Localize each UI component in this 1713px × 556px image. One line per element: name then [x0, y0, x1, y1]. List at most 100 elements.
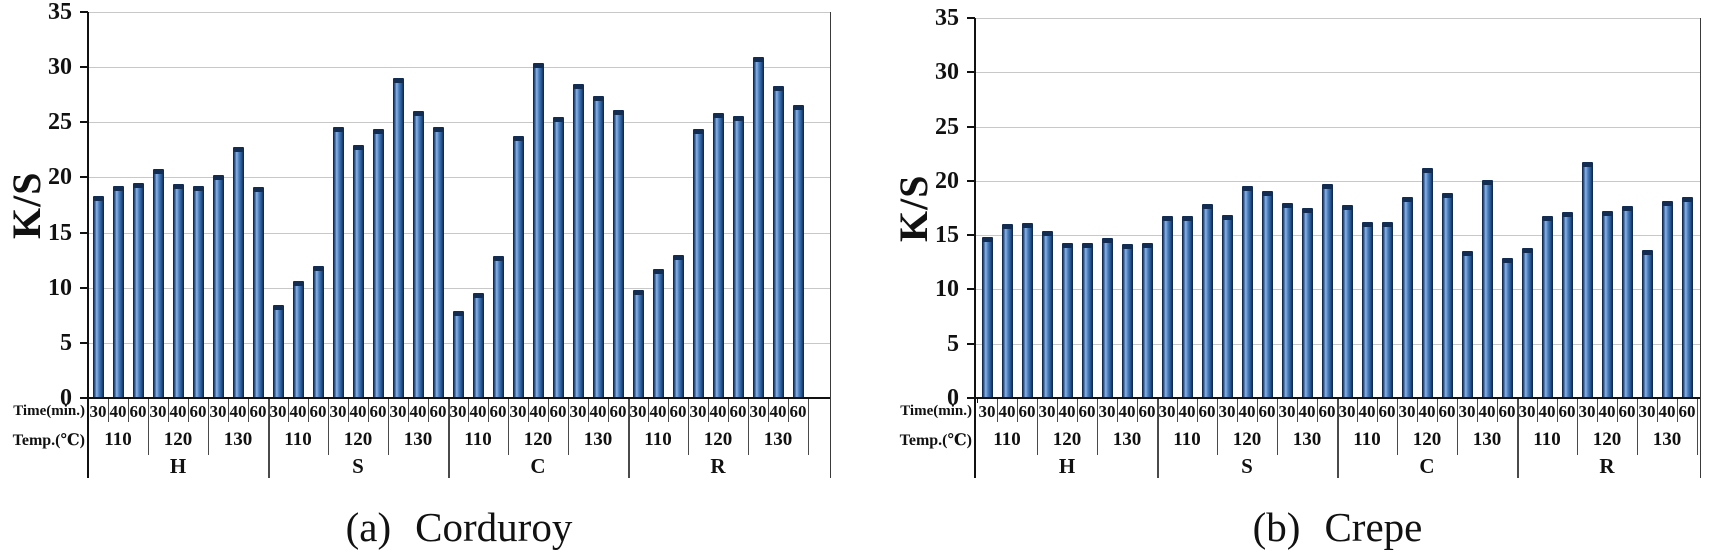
time-cell: 60 [1678, 401, 1696, 421]
caption-text: Corduroy [415, 504, 573, 550]
time-cell: 30 [389, 401, 407, 421]
bar-C-130-30 [1461, 251, 1473, 398]
time-separator [1057, 399, 1058, 422]
y-tick-25 [967, 125, 975, 128]
time-cell: 60 [1498, 401, 1516, 421]
bar-top-cap [172, 184, 184, 190]
gridline-5 [975, 343, 1700, 345]
temp-cell: 120 [1232, 429, 1262, 450]
bar-R-130-30 [1641, 250, 1653, 398]
time-separator [788, 399, 789, 422]
x-axis-tick [977, 399, 978, 403]
time-separator [1257, 399, 1258, 422]
time-cell: 60 [1618, 401, 1636, 421]
time-cell: 40 [1418, 401, 1436, 421]
time-separator [408, 399, 409, 422]
time-cell: 40 [1358, 401, 1376, 421]
y-tick-label-35: 35 [48, 0, 72, 25]
time-separator [1377, 399, 1378, 422]
time-separator [228, 399, 229, 422]
temp-cell: 110 [993, 429, 1021, 450]
time-separator [488, 399, 489, 422]
caption-text: Crepe [1324, 504, 1423, 550]
time-separator [1237, 399, 1238, 422]
time-axis-header: Time(min.) [900, 403, 972, 419]
bar-top-cap [1241, 186, 1253, 192]
group-separator [1517, 399, 1519, 478]
bar-top-cap [492, 255, 504, 261]
y-tick-label-30: 30 [935, 59, 959, 86]
temp-cell: 110 [104, 429, 132, 450]
bar-top-cap [672, 254, 684, 260]
time-cell: 30 [1638, 401, 1656, 421]
time-cell: 40 [1178, 401, 1196, 421]
time-separator [428, 399, 429, 422]
time-cell: 60 [1438, 401, 1456, 421]
group-separator [268, 399, 270, 478]
bar-top-cap [1581, 162, 1593, 168]
gridline-30 [88, 67, 830, 69]
y-tick-0 [967, 397, 975, 399]
bar-top-cap [1661, 201, 1673, 207]
y-tick-label-10: 10 [935, 276, 959, 303]
time-cell: 40 [529, 401, 547, 421]
time-cell: 60 [1018, 401, 1036, 421]
bar-H-130-60 [1141, 242, 1153, 398]
bar-top-cap [1261, 190, 1273, 196]
time-cell: 60 [669, 401, 687, 421]
time-cell: 60 [1138, 401, 1156, 421]
time-cell: 30 [1578, 401, 1596, 421]
y-tick-5 [80, 341, 88, 344]
bar-top-cap [1361, 222, 1373, 228]
bar-top-cap [1141, 242, 1153, 248]
time-separator [1297, 399, 1298, 422]
bar-top-cap [1521, 248, 1533, 254]
bar-top-cap [552, 116, 564, 122]
temp-separator [1397, 399, 1398, 455]
temp-separator [568, 399, 569, 455]
bar-R-120-40 [1601, 211, 1613, 398]
y-tick-label-0: 0 [947, 385, 959, 411]
y-tick-35 [967, 17, 975, 19]
y-tick-20 [967, 179, 975, 182]
bar-R-130-40 [1661, 201, 1673, 398]
time-cell: 30 [978, 401, 996, 421]
time-separator [1477, 399, 1478, 422]
group-separator [448, 399, 450, 478]
bar-top-cap [1341, 204, 1353, 210]
bar-C-110-60 [1381, 222, 1393, 398]
group-cell-H: H [169, 455, 187, 478]
bar-top-cap [1121, 243, 1133, 249]
time-cell: 30 [209, 401, 227, 421]
temp-cell: 110 [1533, 429, 1561, 450]
caption-crepe: (b) Crepe [975, 502, 1700, 552]
plot-right-border [1700, 18, 1701, 478]
bar-top-cap [1421, 167, 1433, 173]
temp-separator [1637, 399, 1638, 455]
time-cell: 30 [1038, 401, 1056, 421]
bar-R-120-60 [1621, 205, 1633, 398]
time-cell: 60 [789, 401, 807, 421]
time-separator [308, 399, 309, 422]
y-axis-title: K/S [891, 174, 936, 242]
y-tick-label-0: 0 [60, 385, 72, 411]
x-axis-line [975, 397, 1700, 399]
bar-top-cap [1381, 222, 1393, 228]
time-separator [997, 399, 998, 422]
time-separator [1137, 399, 1138, 422]
bar-top-cap [1081, 242, 1093, 248]
temp-cell: 130 [403, 429, 433, 450]
time-separator [1677, 399, 1678, 422]
gridline-10 [88, 287, 830, 289]
time-separator [1197, 399, 1198, 422]
y-tick-label-15: 15 [935, 222, 959, 249]
bar-top-cap [92, 196, 104, 202]
plot-right-border [830, 12, 831, 478]
bar-top-cap [1401, 197, 1413, 203]
bar-R-110-30 [1521, 248, 1533, 398]
time-cell: 40 [1238, 401, 1256, 421]
time-cell: 30 [149, 401, 167, 421]
time-cell: 40 [289, 401, 307, 421]
